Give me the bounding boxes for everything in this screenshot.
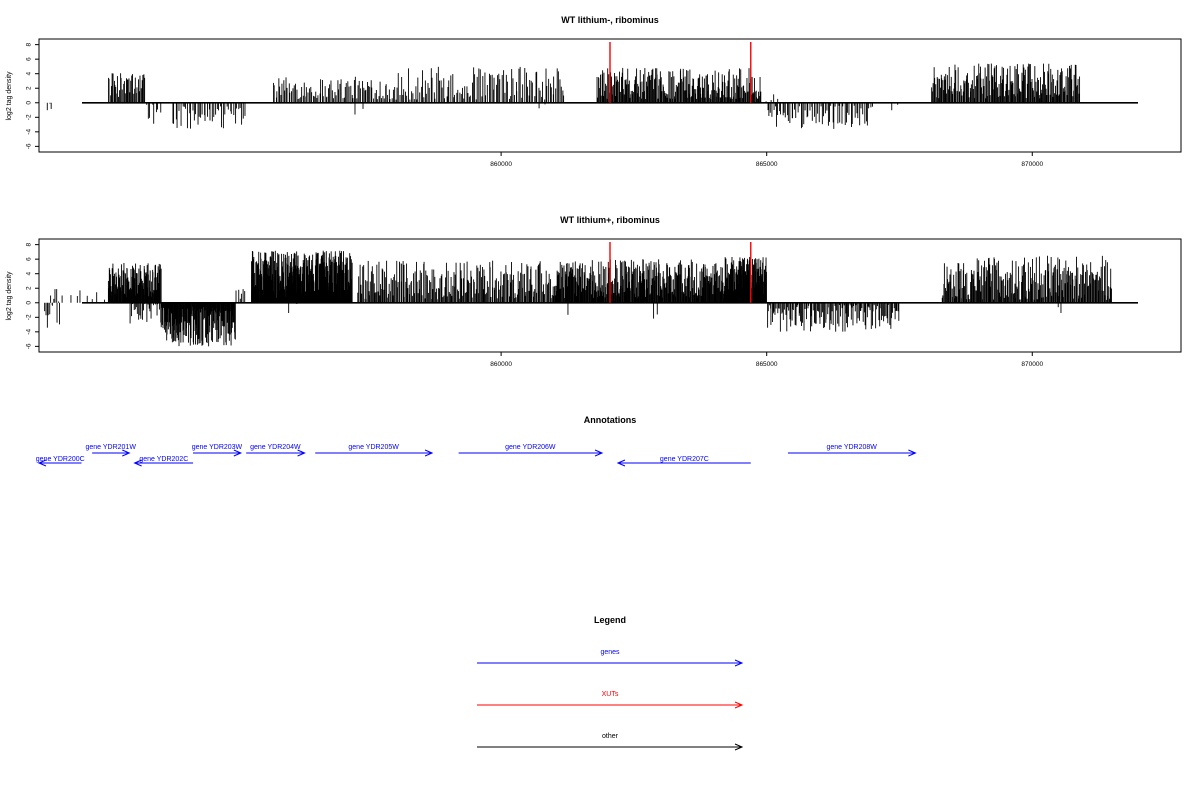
xut-markers [609, 42, 752, 103]
track-title: WT lithium+, ribominus [560, 215, 660, 225]
y-tick-label: -2 [26, 314, 33, 320]
track-title: WT lithium-, ribominus [561, 15, 659, 25]
y-tick-label: 2 [26, 286, 33, 290]
y-tick-label: 8 [26, 242, 33, 246]
legend-item: XUTs [477, 691, 744, 709]
y-axis-label: log2 tag density [6, 71, 13, 121]
x-tick-label: 870000 [1021, 361, 1043, 368]
y-axis: -6 -4 -2 0 2 4 6 8 [26, 42, 39, 149]
legend: Legend genes XUTs other [477, 615, 744, 751]
y-tick-label: -6 [26, 343, 33, 349]
plot-frame [38, 38, 1182, 153]
legend-items: genes XUTs other [477, 649, 744, 751]
y-axis-label: log2 tag density [6, 271, 13, 321]
y-tick-label: -4 [26, 329, 33, 335]
y-tick-label: 6 [26, 57, 33, 61]
gene-label: gene YDR203W [192, 444, 243, 451]
gene-arrowhead [594, 449, 604, 457]
legend-label: XUTs [602, 691, 619, 698]
legend-item: genes [477, 649, 744, 667]
legend-title: Legend [594, 615, 626, 625]
gene-annotation: gene YDR206W [458, 444, 604, 457]
legend-item: other [477, 733, 744, 751]
y-tick-label: -6 [26, 143, 33, 149]
y-tick-label: 2 [26, 86, 33, 90]
x-axis: 860000 865000 870000 [490, 152, 1043, 168]
gene-arrowhead [616, 459, 626, 467]
annotations-title: Annotations [584, 415, 637, 425]
legend-label: other [602, 733, 619, 740]
x-tick-label: 860000 [490, 161, 512, 168]
gene-arrowhead [122, 449, 131, 457]
plot-frame [38, 238, 1182, 353]
y-axis: -6 -4 -2 0 2 4 6 8 [26, 242, 39, 349]
density-bars [44, 250, 1112, 347]
y-tick-label: 6 [26, 257, 33, 261]
gene-label: gene YDR202C [139, 456, 188, 463]
legend-label: genes [600, 649, 620, 656]
gene-arrowhead [908, 449, 917, 457]
gene-label: gene YDR206W [505, 444, 556, 451]
x-axis: 860000 865000 870000 [490, 352, 1043, 368]
x-tick-label: 860000 [490, 361, 512, 368]
y-tick-label: 0 [26, 101, 33, 105]
gene-arrowhead [37, 459, 47, 467]
x-tick-label: 865000 [756, 361, 778, 368]
x-tick-label: 870000 [1021, 161, 1043, 168]
gene-label: gene YDR201W [85, 444, 136, 451]
y-tick-label: 0 [26, 301, 33, 305]
y-tick-label: 8 [26, 42, 33, 46]
gene-label: gene YDR204W [250, 444, 301, 451]
gene-label: gene YDR205W [348, 444, 399, 451]
gene-annotation: gene YDR203W [192, 444, 243, 457]
track-panel-lithium-plus: WT lithium+, ribominus log2 tag density … [6, 215, 1182, 368]
gene-annotation: gene YDR204W [246, 444, 306, 457]
y-tick-label: -2 [26, 114, 33, 120]
legend-arrowhead [734, 701, 744, 709]
y-tick-label: -4 [26, 129, 33, 135]
gene-annotation: gene YDR208W [787, 444, 917, 457]
gene-annotation: gene YDR207C [616, 456, 751, 467]
gene-arrowhead [297, 449, 306, 457]
y-tick-label: 4 [26, 272, 33, 276]
gene-arrowhead [133, 459, 142, 467]
gene-label: gene YDR200C [36, 456, 85, 463]
gene-arrowhead [233, 449, 243, 457]
gene-annotation: gene YDR200C [36, 456, 85, 467]
gene-annotation: gene YDR205W [315, 444, 434, 457]
gene-label: gene YDR208W [826, 444, 877, 451]
track-panel-lithium-minus: WT lithium-, ribominus log2 tag density … [6, 15, 1182, 168]
x-tick-label: 865000 [756, 161, 778, 168]
gene-label: gene YDR207C [660, 456, 709, 463]
legend-arrowhead [734, 743, 744, 751]
density-bars [43, 63, 1081, 129]
legend-arrowhead [734, 659, 744, 667]
gene-annotation: gene YDR201W [85, 444, 136, 457]
gene-annotation: gene YDR202C [133, 456, 194, 467]
gene-arrowhead [424, 449, 434, 457]
y-tick-label: 4 [26, 72, 33, 76]
xut-markers [609, 242, 752, 303]
